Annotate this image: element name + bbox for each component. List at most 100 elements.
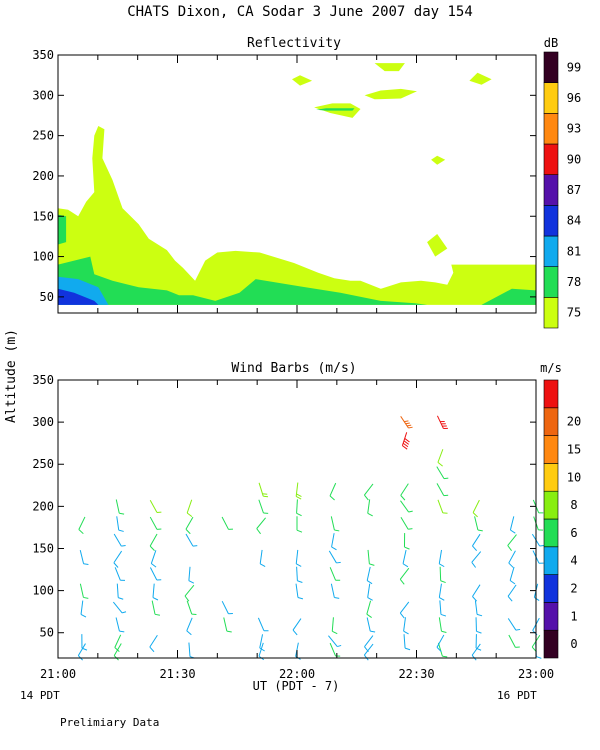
reflectivity-contour: [58, 256, 428, 305]
y-tick-label: 300: [32, 88, 54, 102]
colorbar-tick-label: 0: [570, 637, 577, 651]
reflectivity-axes: 50 100 150 200 250 300 350: [32, 48, 537, 313]
wind-barb: [78, 516, 86, 535]
wind-barb: [399, 567, 410, 585]
wind-barb: [367, 499, 373, 517]
wind-barb: [185, 533, 198, 547]
wind-barb: [186, 499, 193, 518]
y-axis-label: Altitude (m): [4, 329, 19, 423]
wind-barb: [403, 533, 410, 550]
wind-barb: [438, 617, 447, 633]
wind-barb: [474, 516, 483, 532]
wind-barb: [509, 566, 516, 585]
wind-barb: [295, 549, 302, 567]
wind-barb: [364, 635, 374, 653]
reflectivity-contour: [374, 63, 405, 72]
colorbar-swatch: [543, 490, 559, 520]
wind-barb: [258, 482, 269, 498]
footnote: Prelimiary Data: [60, 716, 159, 729]
wind-barb: [188, 642, 196, 659]
wind-barb: [400, 516, 413, 530]
wind-barb: [328, 550, 341, 564]
y-tick-label: 250: [32, 129, 54, 143]
colorbar-tick-label: 90: [567, 152, 581, 166]
colorbar-swatch: [543, 266, 559, 298]
wind-barb: [509, 516, 516, 534]
reflectivity-contour: [364, 88, 417, 100]
colorbar-tick-label: 99: [567, 60, 581, 74]
wind-barb: [400, 483, 409, 501]
wind-barb: [437, 449, 444, 467]
colorbar-tick-label: 78: [567, 275, 581, 289]
wind-barb: [508, 550, 516, 568]
wind-barb: [329, 567, 341, 581]
wind-barb: [152, 583, 159, 601]
colorbar-tick-label: 10: [567, 470, 581, 484]
colorbar-swatch: [543, 297, 559, 329]
colorbar-swatch: [543, 435, 559, 464]
colorbar-tick-label: 6: [570, 526, 577, 540]
wind-barb: [221, 600, 233, 615]
colorbar-tick-label: 75: [567, 306, 581, 320]
wind-barb: [472, 499, 480, 518]
wind-barb: [295, 583, 304, 600]
x-tick-label: 22:30: [398, 667, 434, 681]
wind-axes: 50 100 150 200 250 300 350: [32, 373, 537, 658]
reflectivity-contour: [58, 288, 99, 305]
wind-barb: [258, 499, 269, 514]
colorbar-tick-label: 1: [570, 609, 577, 623]
wind-barb: [507, 534, 517, 551]
x-axis-label: UT (PDT - 7): [253, 679, 340, 693]
colorbar-tick-label: 2: [570, 582, 577, 596]
reflectivity-colorbar-label: dB: [544, 36, 558, 50]
x-tick-label: 23:00: [518, 667, 554, 681]
wind-barb: [436, 634, 445, 653]
wind-barb: [532, 550, 544, 564]
wind-barb: [114, 634, 122, 652]
wind-barb: [507, 618, 521, 631]
wind-barb: [221, 516, 233, 530]
y-tick-label: 100: [32, 250, 54, 264]
wind-barb: [364, 483, 374, 501]
colorbar-swatch: [543, 143, 559, 175]
wind-barb: [437, 499, 448, 514]
wind-barb: [149, 634, 158, 653]
colorbar-swatch: [543, 113, 559, 145]
wind-barb: [186, 617, 193, 636]
colorbar-swatch: [543, 629, 559, 659]
wind-barb: [184, 584, 195, 602]
wind-barb: [114, 567, 126, 581]
wind-barb: [223, 617, 232, 633]
wind-barb: [149, 499, 162, 513]
colorbar-swatch: [543, 205, 559, 237]
wind-barb: [259, 549, 266, 567]
wind-barb: [116, 583, 124, 600]
wind-barb: [259, 634, 265, 652]
colorbar-swatch: [543, 379, 559, 409]
wind-barb: [436, 483, 449, 497]
wind-barb: [472, 584, 481, 602]
wind-barb: [507, 584, 517, 602]
wind-barb: [367, 549, 375, 566]
wind-barb: [115, 617, 125, 633]
wind-barb: [329, 642, 341, 657]
wind-barb: [401, 432, 410, 450]
x-tick-label: 22:00: [279, 667, 315, 681]
wind-barb: [533, 583, 540, 602]
wind-barb: [329, 482, 337, 501]
wind-barb: [535, 642, 542, 659]
wind-barb: [80, 600, 87, 618]
wind-barb: [186, 600, 197, 615]
wind-barb: [475, 617, 482, 634]
colorbar-swatch: [543, 602, 559, 631]
wind-barb: [508, 634, 520, 648]
wind-barb: [258, 642, 265, 661]
wind-barbs: [77, 415, 544, 661]
wind-barb: [149, 516, 162, 530]
wind-barb: [399, 601, 410, 619]
wind-barb: [367, 583, 373, 601]
colorbar-swatch: [543, 407, 559, 436]
wind-barb: [330, 516, 340, 532]
